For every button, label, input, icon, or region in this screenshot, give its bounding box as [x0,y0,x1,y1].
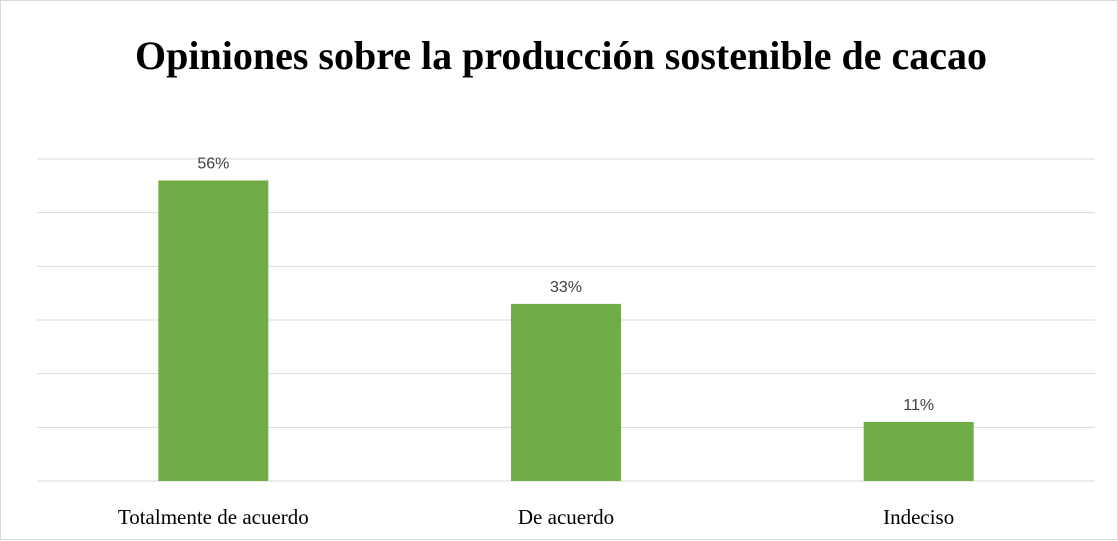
data-label: 33% [550,279,582,296]
bar [511,303,621,481]
category-label: De acuerdo [518,505,614,529]
data-labels: 56% 33% 11% [197,155,934,414]
category-label: Indeciso [883,505,954,529]
bars [158,180,974,481]
category-label: Totalmente de acuerdo [118,505,309,529]
data-label: 56% [197,155,229,172]
data-label: 11% [903,397,934,414]
category-labels: Totalmente de acuerdo De acuerdo Indeciso [118,505,954,529]
bar [863,421,974,481]
bar [158,180,269,481]
chart-title: Opiniones sobre la producción sostenible… [135,33,987,78]
